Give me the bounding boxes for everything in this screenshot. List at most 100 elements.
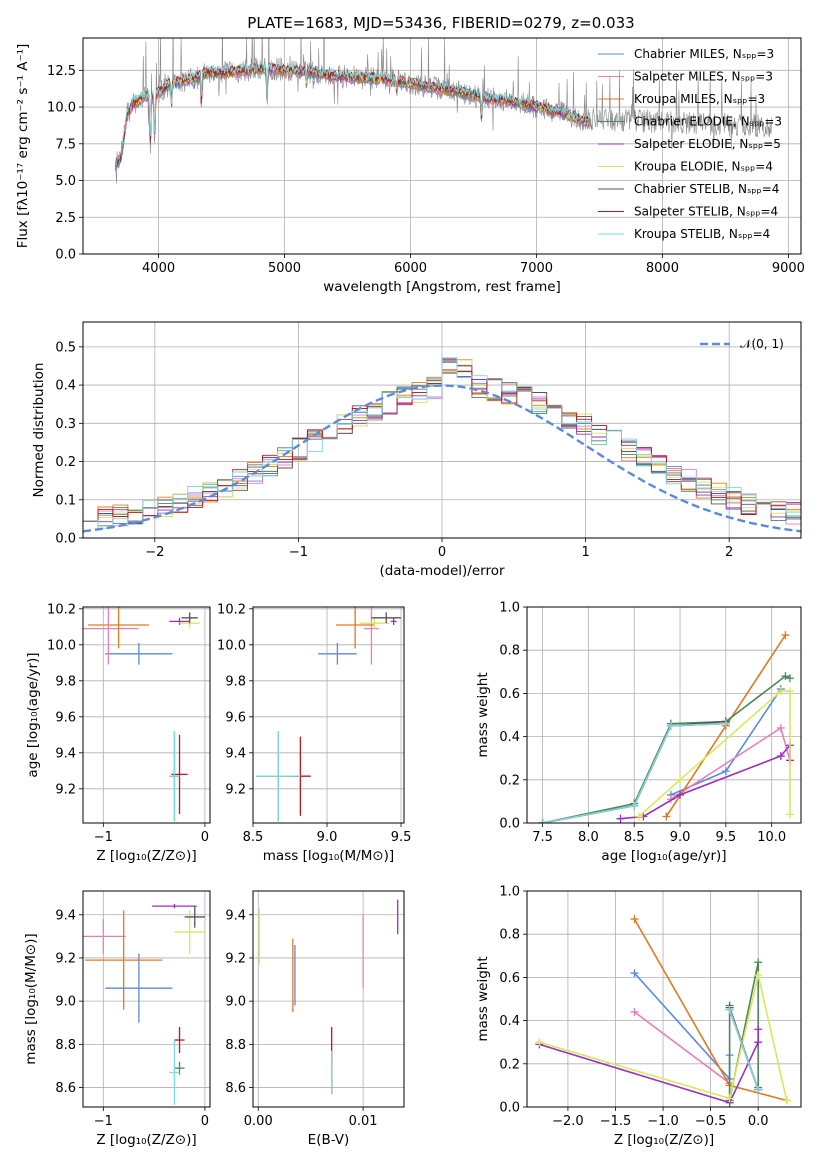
weight-vs-age-panel: 7.5 8.0 8.5 9.0 9.5 10.0 0.0 0.2 0.4 0.6 0.8 1.0 age… [475, 601, 802, 864]
y-tick-label: 9.4 [225, 746, 246, 761]
legend-label: 𝒩(0, 1) [740, 337, 784, 351]
data-point-marker [754, 1038, 763, 1047]
plot-area [255, 607, 402, 822]
x-tick-label: −1 [94, 830, 113, 845]
errorbar-chabrier-miles [318, 643, 357, 665]
data-point-marker [786, 810, 795, 819]
data-point-marker [634, 812, 643, 821]
errorbar-kroupa-stelib [169, 1040, 180, 1105]
y-tick-label: 0.4 [499, 730, 520, 745]
plot-area [538, 631, 795, 823]
data-point-marker [781, 631, 790, 640]
y-tick-label: 0.8 [499, 644, 520, 659]
data-point-marker [782, 1096, 791, 1105]
errorbar-chabrier-stelib [371, 612, 402, 624]
x-axis-label: (data-model)/error [379, 563, 505, 579]
legend-label: Salpeter STELIB, Nₛₚₚ=4 [634, 205, 778, 219]
y-tick-label: 10.0 [217, 638, 246, 653]
errorbar-kroupa-elodie [174, 910, 205, 954]
y-tick-label: 9.4 [225, 908, 246, 923]
age-vs-mass-panel: 8.5 9.0 9.5 9.2 9.4 9.6 9.8 10.0 10.2 mass [log₁₀… [217, 602, 411, 864]
y-tick-label: 0.4 [499, 1014, 520, 1029]
x-tick-label: −1.5 [600, 1114, 632, 1129]
y-tick-label: 9.8 [55, 674, 76, 689]
x-tick-label: −2.0 [552, 1114, 584, 1129]
data-point-marker [616, 814, 625, 823]
series-line [539, 1029, 760, 1104]
x-tick-label: 0 [201, 1114, 209, 1129]
errorbar-kroupa-elodie [359, 617, 390, 629]
legend-label: Kroupa ELODIE, Nₛₚₚ=4 [634, 160, 773, 174]
y-tick-label: 10.0 [47, 638, 76, 653]
y-tick-label: 10.2 [217, 602, 246, 617]
y-tick-label: 0.0 [499, 817, 520, 832]
series-line [633, 972, 731, 1081]
x-tick-label: 7000 [520, 261, 553, 276]
y-tick-label: 0.5 [55, 340, 76, 355]
y-tick-label: 9.2 [55, 782, 76, 797]
histogram-kroupa-stelib [83, 357, 801, 538]
series-line [542, 675, 791, 823]
y-tick-label: 9.2 [225, 951, 246, 966]
data-point-marker [754, 971, 763, 980]
spectrum-data-line [114, 38, 772, 184]
errorbar-salpeter-stelib [174, 1027, 185, 1053]
figure-title: PLATE=1683, MJD=53436, FIBERID=0279, z=0… [247, 14, 634, 32]
data-point-marker [721, 767, 730, 776]
data-point-marker [721, 719, 730, 728]
grid [527, 890, 801, 1108]
series-line [728, 1009, 759, 1090]
errorbar-salpeter-miles [83, 607, 139, 665]
x-tick-label: −1 [94, 1114, 113, 1129]
data-point-marker [630, 969, 639, 978]
legend-label: Chabrier MILES, Nₛₚₚ=3 [634, 47, 774, 61]
y-axis-label: Flux [fλ10⁻¹⁷ erg cm⁻² s⁻¹ A⁻¹] [15, 44, 31, 249]
axes-frame [82, 37, 802, 255]
legend-label: Chabrier STELIB, Nₛₚₚ=4 [634, 182, 779, 196]
grid [252, 607, 404, 823]
legend-label: Chabrier ELODIE, Nₛₚₚ=3 [634, 115, 782, 129]
x-axis-label: age [log₁₀(age/yr)] [601, 848, 726, 864]
errorbar-chabrier-stelib [184, 906, 205, 928]
x-axis-label: mass [log₁₀(M/M⊙)] [263, 848, 394, 864]
y-tick-label: 0.0 [55, 532, 76, 547]
errorbar-chabrier-miles [105, 643, 173, 665]
series-salpeter-elodie [535, 1025, 763, 1107]
x-axis-label: Z [log₁₀(Z/Z⊙)] [614, 1132, 714, 1148]
y-tick-label: 2.5 [55, 211, 76, 226]
plot-area [83, 607, 200, 822]
x-axis-label: Z [log₁₀(Z/Z⊙)] [96, 1132, 196, 1148]
data-point-marker [786, 674, 795, 683]
y-tick-label: 0.4 [55, 379, 76, 394]
grid [527, 606, 801, 824]
data-point-marker [786, 687, 795, 696]
y-tick-label: 8.8 [225, 1038, 246, 1053]
y-axis-label: mass [log₁₀(M/M⊙)] [23, 933, 39, 1064]
data-point-marker [754, 958, 763, 967]
plot-area [83, 903, 205, 1105]
y-tick-label: 10.0 [47, 101, 76, 116]
axes-frame [526, 890, 802, 1108]
series-kroupa-stelib [725, 1005, 763, 1094]
legend-label: Kroupa STELIB, Nₛₚₚ=4 [634, 227, 770, 241]
errorbar-salpeter-miles [83, 919, 126, 954]
data-point-marker [754, 1025, 763, 1034]
x-tick-label: 0.0 [748, 1114, 769, 1129]
errorbar-salpeter-elodie [169, 617, 190, 625]
y-tick-label: 9.6 [55, 710, 76, 725]
data-point-marker [781, 672, 790, 681]
spectrum-legend: Chabrier MILES, Nₛₚₚ=3 Salpeter MILES, Nₛ… [598, 47, 782, 241]
y-tick-label: 1.0 [499, 601, 520, 616]
data-point-marker [754, 1085, 763, 1094]
plot-area [535, 915, 791, 1107]
series-kroupa-elodie [535, 971, 791, 1105]
legend-label: Kroupa MILES, Nₛₚₚ=3 [634, 92, 765, 106]
y-tick-label: 12.5 [47, 64, 76, 79]
data-point-marker [630, 915, 639, 924]
x-tick-label: 7.5 [532, 830, 553, 845]
weight-vs-metallicity-panel: −2.0 −1.5 −1.0 −0.5 0.0 0.0 0.2 0.4 0.6 0.8 1.0 Z [… [475, 885, 802, 1148]
y-tick-label: 9.8 [225, 674, 246, 689]
errorbar-salpeter-miles [364, 607, 379, 665]
series-kroupa-elodie [634, 687, 795, 821]
y-tick-label: 10.2 [47, 602, 76, 617]
